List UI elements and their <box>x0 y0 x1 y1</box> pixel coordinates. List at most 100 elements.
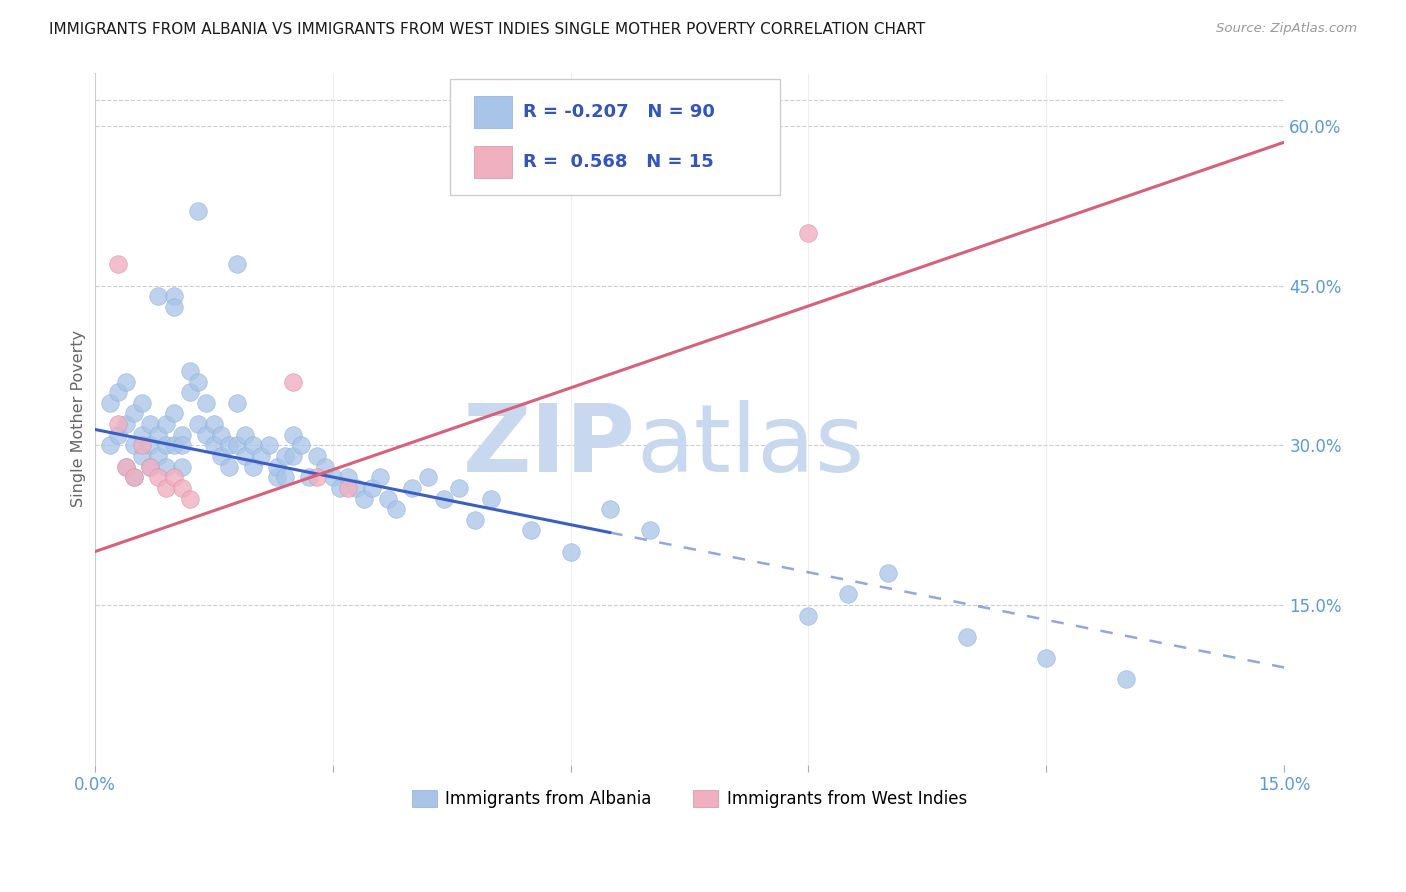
Point <box>163 470 186 484</box>
Point <box>266 459 288 474</box>
Point <box>337 481 360 495</box>
Point <box>281 375 304 389</box>
Point <box>449 481 471 495</box>
Point <box>464 513 486 527</box>
Point <box>377 491 399 506</box>
Point <box>107 427 129 442</box>
Point <box>337 470 360 484</box>
Point <box>163 289 186 303</box>
Point <box>163 300 186 314</box>
Point <box>115 459 138 474</box>
Point <box>1115 673 1137 687</box>
Point <box>202 438 225 452</box>
Point <box>131 438 153 452</box>
Point <box>329 481 352 495</box>
Text: atlas: atlas <box>636 401 865 492</box>
Point <box>266 470 288 484</box>
Point <box>290 438 312 452</box>
Point <box>401 481 423 495</box>
Point <box>155 459 177 474</box>
Point <box>344 481 367 495</box>
Point <box>170 427 193 442</box>
Point <box>179 364 201 378</box>
Point <box>115 375 138 389</box>
Text: R =  0.568   N = 15: R = 0.568 N = 15 <box>523 153 714 170</box>
Point <box>187 417 209 431</box>
Point <box>163 438 186 452</box>
Point <box>211 449 233 463</box>
Point <box>638 524 661 538</box>
Point <box>170 481 193 495</box>
Point <box>479 491 502 506</box>
Point <box>187 204 209 219</box>
Point <box>305 449 328 463</box>
Legend: Immigrants from Albania, Immigrants from West Indies: Immigrants from Albania, Immigrants from… <box>405 783 973 815</box>
Point <box>170 459 193 474</box>
Point <box>115 417 138 431</box>
Point <box>115 459 138 474</box>
Point <box>956 630 979 644</box>
Point <box>281 427 304 442</box>
Point <box>155 481 177 495</box>
Point <box>122 470 145 484</box>
Point <box>139 417 162 431</box>
Point <box>1035 651 1057 665</box>
Point <box>179 385 201 400</box>
Point <box>122 470 145 484</box>
Point <box>368 470 391 484</box>
Point <box>218 438 240 452</box>
Point <box>560 545 582 559</box>
Point <box>281 449 304 463</box>
Point <box>433 491 456 506</box>
Point <box>202 417 225 431</box>
Point <box>211 427 233 442</box>
Point <box>146 470 169 484</box>
Point <box>139 438 162 452</box>
Text: R = -0.207   N = 90: R = -0.207 N = 90 <box>523 103 716 121</box>
Point <box>520 524 543 538</box>
Point <box>322 470 344 484</box>
Point <box>107 258 129 272</box>
Point <box>837 587 859 601</box>
Point <box>298 470 321 484</box>
Point <box>194 427 217 442</box>
Point <box>242 438 264 452</box>
Point <box>194 396 217 410</box>
Y-axis label: Single Mother Poverty: Single Mother Poverty <box>72 330 86 508</box>
Point <box>797 608 820 623</box>
Point <box>233 449 256 463</box>
Point <box>146 427 169 442</box>
Point <box>353 491 375 506</box>
Point <box>146 449 169 463</box>
Point <box>163 406 186 420</box>
Point <box>187 375 209 389</box>
Text: Source: ZipAtlas.com: Source: ZipAtlas.com <box>1216 22 1357 36</box>
Point <box>122 438 145 452</box>
Point <box>876 566 898 580</box>
Point <box>385 502 408 516</box>
Point <box>305 470 328 484</box>
Text: IMMIGRANTS FROM ALBANIA VS IMMIGRANTS FROM WEST INDIES SINGLE MOTHER POVERTY COR: IMMIGRANTS FROM ALBANIA VS IMMIGRANTS FR… <box>49 22 925 37</box>
Point <box>139 459 162 474</box>
Point <box>242 459 264 474</box>
Point <box>131 449 153 463</box>
Point <box>100 396 122 410</box>
Point <box>139 459 162 474</box>
Point <box>146 289 169 303</box>
Point <box>155 438 177 452</box>
Point <box>797 226 820 240</box>
Point <box>170 438 193 452</box>
Point <box>599 502 621 516</box>
Point <box>274 449 297 463</box>
Point <box>257 438 280 452</box>
Point <box>361 481 384 495</box>
Point <box>107 385 129 400</box>
Point <box>107 417 129 431</box>
Point <box>131 427 153 442</box>
Point <box>226 396 249 410</box>
Point <box>155 417 177 431</box>
Point <box>274 470 297 484</box>
Point <box>122 406 145 420</box>
Point <box>416 470 439 484</box>
Point <box>250 449 273 463</box>
